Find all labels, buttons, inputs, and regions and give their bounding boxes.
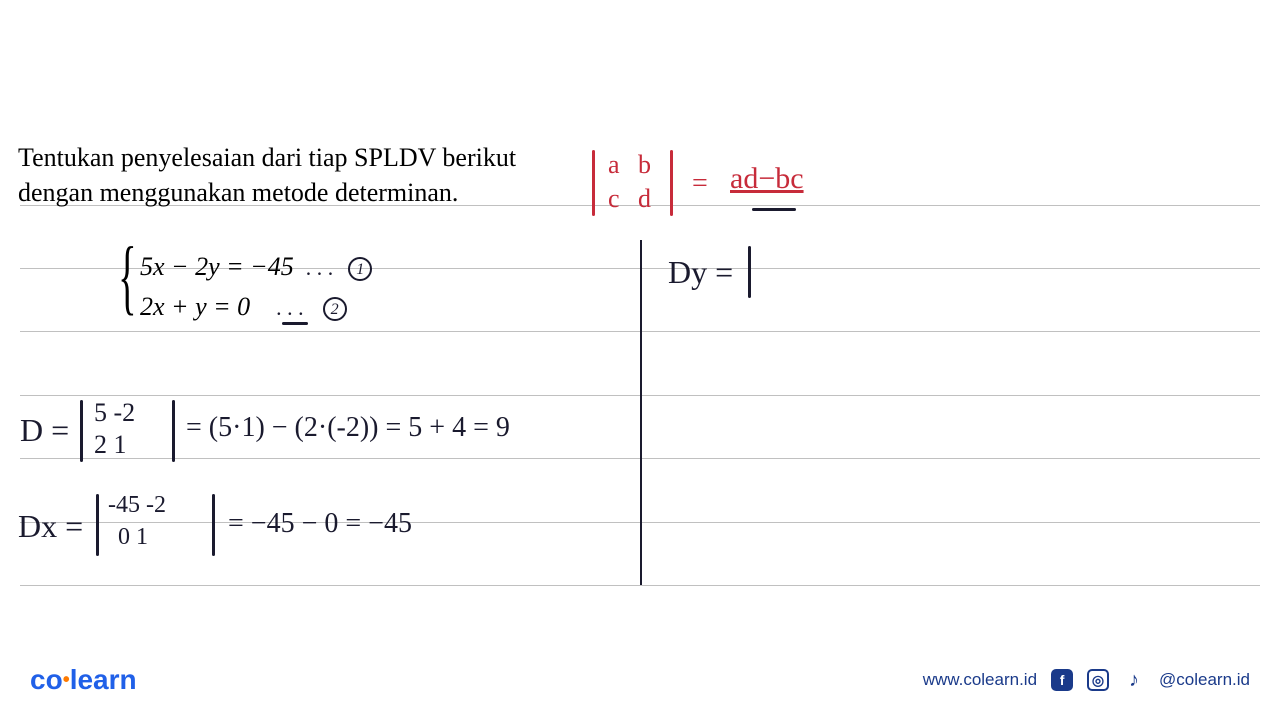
instagram-icon: ◎ <box>1087 669 1109 691</box>
footer-right: www.colearn.id f ◎ ♪ @colearn.id <box>923 669 1250 691</box>
tiktok-icon: ♪ <box>1123 669 1145 691</box>
vertical-separator <box>640 240 642 585</box>
footer-url: www.colearn.id <box>923 670 1037 690</box>
footer-handle: @colearn.id <box>1159 670 1250 690</box>
equation-tag-2: 2 <box>323 297 347 321</box>
logo-dot-icon: • <box>63 669 70 691</box>
formula-matrix-row2: c d <box>608 184 657 214</box>
underline-icon <box>752 208 796 211</box>
matrix-bracket-icon <box>592 150 595 216</box>
d-matrix-row2: 2 1 <box>94 430 127 460</box>
matrix-bracket-icon <box>96 494 99 556</box>
d-calc: = (5·1) − (2·(-2)) = 5 + 4 = 9 <box>186 412 510 444</box>
brand-logo: co•learn <box>30 664 137 696</box>
matrix-bracket-icon <box>172 400 175 462</box>
footer: co•learn www.colearn.id f ◎ ♪ @colearn.i… <box>30 664 1250 696</box>
logo-learn: learn <box>70 664 137 695</box>
problem-statement: Tentukan penyelesaian dari tiap SPLDV be… <box>18 140 558 210</box>
problem-line2: dengan menggunakan metode determinan. <box>18 175 558 210</box>
facebook-icon: f <box>1051 669 1073 691</box>
matrix-bracket-icon <box>748 246 751 298</box>
problem-line1: Tentukan penyelesaian dari tiap SPLDV be… <box>18 140 558 175</box>
dx-matrix-row2: 0 1 <box>118 524 148 551</box>
matrix-bracket-icon <box>80 400 83 462</box>
dx-calc: = −45 − 0 = −45 <box>228 508 412 540</box>
matrix-bracket-icon <box>670 150 673 216</box>
equation-1: 5x − 2y = −45 . . . 1 <box>140 252 372 282</box>
canvas: Tentukan penyelesaian dari tiap SPLDV be… <box>0 0 1280 720</box>
underline-icon <box>282 322 308 325</box>
equation-tag-1: 1 <box>348 257 372 281</box>
formula-equals: = <box>692 168 708 200</box>
left-brace-icon: { <box>118 229 136 325</box>
ruled-line <box>20 585 1260 586</box>
formula-result: ad−bc <box>730 162 804 196</box>
matrix-bracket-icon <box>212 494 215 556</box>
formula-matrix-row1: a b <box>608 150 657 180</box>
d-matrix-row1: 5 -2 <box>94 398 135 428</box>
d-label: D = <box>20 412 69 449</box>
logo-co: co <box>30 664 63 695</box>
equation-2: 2x + y = 0 . . . 2 <box>140 292 347 322</box>
dx-matrix-row1: -45 -2 <box>108 492 166 519</box>
dx-label: Dx = <box>18 508 83 545</box>
dy-label: Dy = <box>668 254 733 291</box>
